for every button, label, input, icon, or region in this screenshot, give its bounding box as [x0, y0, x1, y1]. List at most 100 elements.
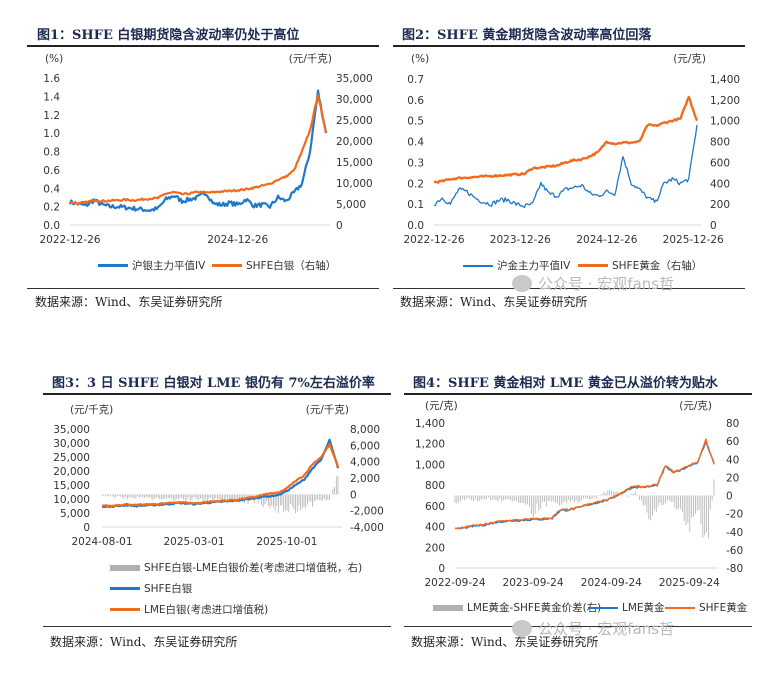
left-tick-label: 1,400 — [415, 418, 445, 430]
left-tick-label: 20,000 — [53, 466, 90, 478]
left-axis-unit: (%) — [411, 53, 429, 65]
left-tick-label: 25,000 — [53, 452, 90, 464]
left-tick-label: 30,000 — [53, 438, 90, 450]
left-tick-label: 5,000 — [60, 508, 90, 520]
x-tick-label: 2023-12-26 — [490, 234, 551, 246]
x-tick-label: 2025-12-26 — [663, 234, 724, 246]
right-axis-unit: (元/千克) — [289, 53, 332, 65]
figure2-source: 数据来源：Wind、东吴证券研究所 — [400, 295, 588, 309]
figure2-title: 图2：SHFE 黄金期货隐含波动率高位回落 — [402, 28, 652, 43]
figure4-top-rule — [404, 393, 752, 395]
fig4-legend-spread: LME黄金-SHFE黄金价差(右) — [433, 600, 601, 615]
x-tick-label: 2024-12-26 — [207, 234, 268, 246]
left-tick-label: 0.4 — [43, 183, 60, 195]
left-tick-label: 0.8 — [43, 147, 60, 159]
left-tick-label: 1.0 — [43, 128, 60, 140]
right-tick-label: 0 — [710, 220, 717, 232]
right-tick-label: 0 — [726, 491, 733, 503]
right-tick-label: 800 — [710, 137, 730, 149]
figure1-top-rule — [27, 45, 379, 47]
fig1-legend-silver: SHFE白银（右轴） — [212, 258, 336, 273]
left-tick-label: 600 — [425, 501, 445, 513]
right-axis-unit: (元/克) — [673, 53, 706, 65]
left-axis-unit: (元/克) — [425, 400, 458, 412]
fig4-legend-lme: LME黄金 — [588, 600, 665, 615]
right-tick-label: 25,000 — [336, 115, 373, 127]
fig2-legend-iv: 沪金主力平值IV — [463, 258, 570, 273]
left-tick-label: 1,200 — [415, 439, 445, 451]
right-tick-label: 200 — [710, 199, 730, 211]
x-tick-label: 2025-09-24 — [659, 577, 720, 589]
right-tick-label: 10,000 — [336, 178, 373, 190]
legend-label: SHFE白银 — [144, 583, 193, 595]
figure3-title: 图3：3 日 SHFE 白银对 LME 银仍有 7%左右溢价率 — [52, 376, 375, 391]
left-tick-label: 1.4 — [43, 91, 60, 103]
legend-label: LME黄金-SHFE黄金价差(右) — [467, 602, 602, 614]
right-tick-label: 1,400 — [710, 74, 740, 86]
series-line-orange — [69, 94, 328, 206]
wechat-icon — [512, 620, 532, 637]
legend-label: 沪银主力平值IV — [132, 260, 206, 272]
right-tick-label: 35,000 — [336, 73, 373, 85]
left-tick-label: 0.1 — [407, 199, 424, 211]
right-tick-label: 20,000 — [336, 136, 373, 148]
right-tick-label: 600 — [710, 157, 730, 169]
figure1-title: 图1：SHFE 白银期货隐含波动率仍处于高位 — [37, 28, 300, 43]
fig3-legend-spread: SHFE白银-LME白银价差(考虑进口增值税，右) — [110, 560, 362, 575]
right-tick-label: 5,000 — [336, 199, 366, 211]
watermark-text: 公众号 · 宏观fans哲 — [538, 275, 675, 293]
left-axis-unit: (元/千克) — [70, 404, 113, 416]
series-line-orange — [454, 438, 715, 530]
left-tick-label: 0.0 — [407, 220, 424, 232]
right-tick-label: 80 — [726, 418, 739, 430]
right-tick-label: 30,000 — [336, 94, 373, 106]
x-tick-label: 2024-08-01 — [71, 536, 132, 548]
fig3-legend-shfe: SHFE白银 — [110, 581, 192, 596]
left-tick-label: 0 — [83, 522, 90, 534]
right-tick-label: 6,000 — [350, 440, 380, 452]
left-axis-unit: (%) — [45, 53, 63, 65]
left-tick-label: 0.0 — [43, 220, 60, 232]
figure1-source: 数据来源：Wind、东吴证券研究所 — [35, 295, 223, 309]
left-tick-label: 10,000 — [53, 494, 90, 506]
left-tick-label: 35,000 — [53, 424, 90, 436]
right-tick-label: 20 — [726, 472, 739, 484]
wechat-icon — [512, 275, 532, 292]
right-tick-label: 0 — [336, 220, 343, 232]
left-tick-label: 1,000 — [415, 459, 445, 471]
right-tick-label: -20 — [726, 509, 743, 521]
left-tick-label: 15,000 — [53, 480, 90, 492]
figure3-bottom-rule — [43, 626, 391, 627]
left-tick-label: 0.2 — [43, 202, 60, 214]
series-line-orange — [434, 95, 699, 184]
x-tick-label: 2023-09-24 — [503, 577, 564, 589]
left-tick-label: 0.7 — [407, 74, 424, 86]
figure1-bottom-rule — [27, 288, 379, 289]
right-tick-label: 2,000 — [350, 473, 380, 485]
right-tick-label: 400 — [710, 178, 730, 190]
left-tick-label: 1.6 — [43, 73, 60, 85]
right-tick-label: -80 — [726, 563, 743, 575]
legend-label: SHFE黄金（右轴） — [612, 260, 703, 272]
x-tick-label: 2025-03-01 — [163, 536, 224, 548]
watermark: 公众号 · 宏观fans哲 — [512, 618, 674, 639]
figure4-source: 数据来源：Wind、东吴证券研究所 — [411, 635, 599, 649]
right-tick-label: 4,000 — [350, 457, 380, 469]
right-tick-label: -40 — [726, 527, 743, 539]
series-line-orange — [101, 442, 340, 508]
left-tick-label: 0.6 — [43, 165, 60, 177]
right-tick-label: 40 — [726, 454, 739, 466]
left-tick-label: 0.2 — [407, 178, 424, 190]
right-tick-label: 1,000 — [710, 116, 740, 128]
legend-label: SHFE黄金 — [699, 602, 748, 614]
left-tick-label: 200 — [425, 542, 445, 554]
right-tick-label: 8,000 — [350, 424, 380, 436]
left-tick-label: 0 — [438, 563, 445, 575]
fig4-legend-shfe: SHFE黄金 — [665, 600, 747, 615]
left-tick-label: 0.3 — [407, 157, 424, 169]
right-axis-unit: (元/克) — [679, 400, 712, 412]
series-line-blue — [454, 440, 715, 530]
right-tick-label: -60 — [726, 545, 743, 557]
